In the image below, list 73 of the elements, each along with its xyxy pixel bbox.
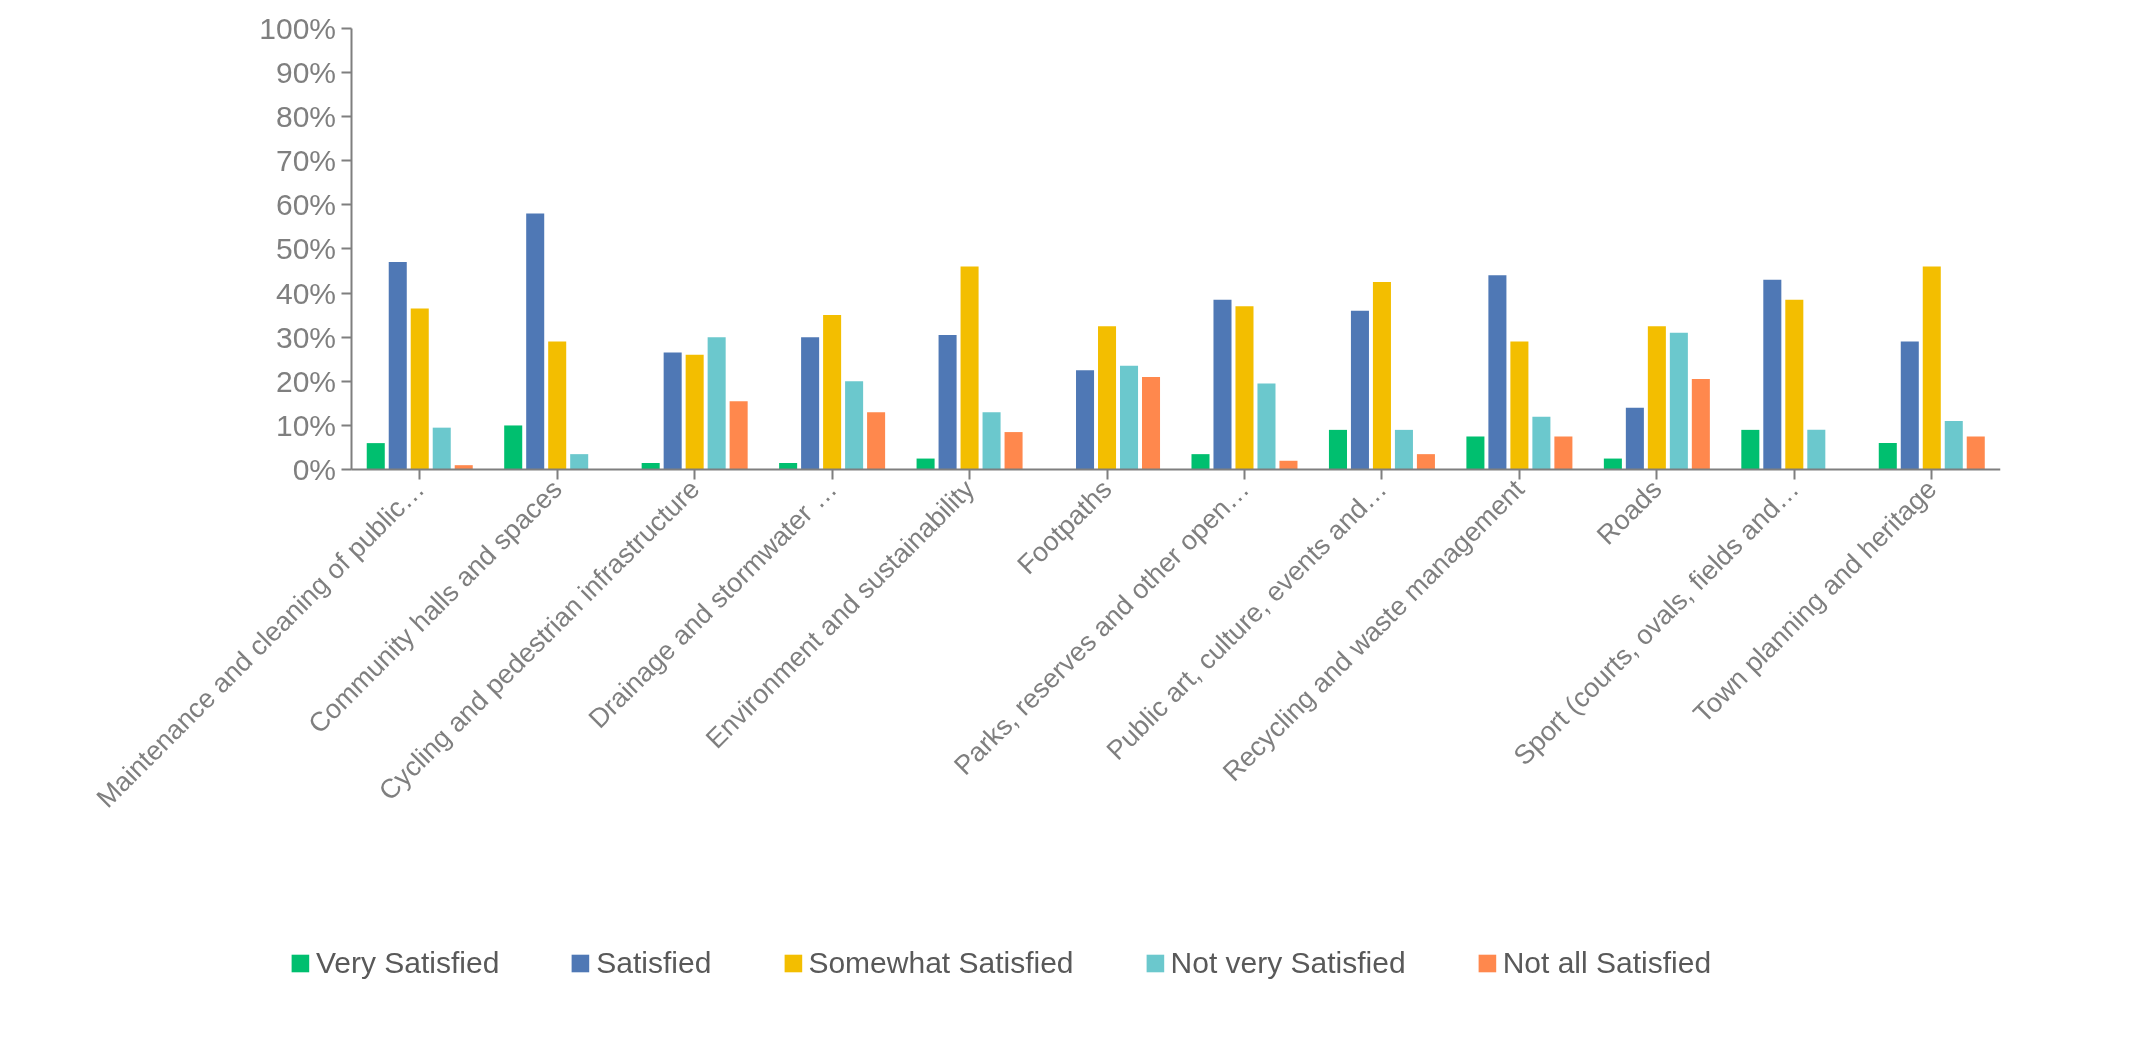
bar — [1213, 299, 1232, 470]
bar — [1350, 310, 1369, 470]
bar — [1328, 429, 1347, 470]
bar — [570, 454, 589, 470]
y-tick-label: 40% — [275, 276, 337, 310]
y-tick-label: 100% — [259, 11, 337, 45]
bar — [366, 443, 385, 470]
bar — [729, 401, 748, 470]
bar — [1807, 429, 1826, 470]
bar — [1691, 379, 1710, 470]
bar — [1120, 365, 1139, 470]
bar — [1763, 279, 1782, 470]
y-tick-label: 30% — [275, 320, 337, 354]
bar — [1647, 326, 1666, 470]
y-tick-label: 70% — [275, 144, 337, 178]
bar — [1603, 458, 1622, 470]
bar — [1191, 454, 1210, 470]
bar — [867, 412, 886, 470]
bar — [1098, 326, 1117, 470]
bar — [779, 462, 798, 470]
bar — [526, 213, 545, 470]
bar — [845, 381, 864, 470]
bar — [685, 354, 704, 470]
bar — [1741, 429, 1760, 470]
bar — [1532, 416, 1551, 470]
bar — [1394, 429, 1413, 470]
bar — [1372, 281, 1391, 470]
bar — [1625, 407, 1644, 470]
y-tick-label: 10% — [275, 408, 337, 442]
bar — [1004, 432, 1023, 470]
bar — [1922, 266, 1941, 470]
bar — [1488, 275, 1507, 470]
y-tick-label: 50% — [275, 232, 337, 266]
bar — [707, 337, 726, 470]
y-tick-label: 60% — [275, 188, 337, 222]
bar — [916, 458, 935, 470]
bar — [823, 315, 842, 470]
bar — [504, 425, 523, 470]
bar — [1416, 454, 1435, 470]
bar — [1966, 436, 1985, 470]
bar — [1554, 436, 1573, 470]
bar — [1466, 436, 1485, 470]
bar — [1076, 370, 1095, 470]
bar — [548, 341, 567, 470]
bar — [982, 412, 1001, 470]
bar — [1257, 383, 1276, 470]
bar — [1279, 460, 1298, 470]
bar — [454, 465, 473, 470]
bar — [663, 352, 682, 470]
bar — [938, 334, 957, 470]
bar — [432, 427, 451, 470]
legend-label: Satisfied — [596, 946, 712, 980]
bar — [641, 462, 660, 470]
legend-label: Very Satisfied — [315, 946, 500, 980]
y-tick-label: 0% — [292, 453, 337, 487]
y-tick-label: 80% — [275, 99, 337, 133]
y-tick-label: 90% — [275, 55, 337, 89]
bar — [1944, 421, 1963, 470]
bar — [410, 308, 429, 470]
bar — [1900, 341, 1919, 470]
bar — [1142, 376, 1161, 470]
legend-label: Not all Satisfied — [1502, 946, 1712, 980]
bar — [1878, 443, 1897, 470]
legend-label: Not very Satisfied — [1170, 946, 1406, 980]
bar — [1235, 306, 1254, 470]
bar — [1785, 299, 1804, 470]
y-tick-label: 20% — [275, 364, 337, 398]
bar — [1669, 332, 1688, 470]
bar — [388, 262, 407, 470]
legend-label: Somewhat Satisfied — [808, 946, 1074, 980]
bar — [801, 337, 820, 470]
bar — [1510, 341, 1529, 470]
bar — [960, 266, 979, 470]
